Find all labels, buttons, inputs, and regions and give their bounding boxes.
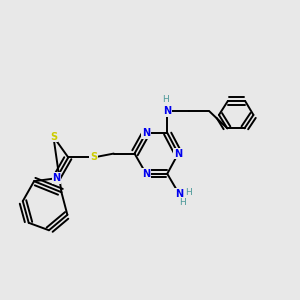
Text: H: H bbox=[162, 95, 169, 104]
Text: N: N bbox=[52, 173, 60, 183]
Text: N: N bbox=[142, 169, 150, 179]
Text: N: N bbox=[142, 128, 150, 138]
Text: N: N bbox=[174, 148, 182, 159]
Text: S: S bbox=[50, 132, 57, 142]
Text: N: N bbox=[175, 189, 183, 199]
Text: H: H bbox=[185, 188, 192, 197]
Text: H: H bbox=[179, 198, 186, 207]
Text: N: N bbox=[163, 106, 171, 116]
Text: S: S bbox=[90, 152, 97, 162]
